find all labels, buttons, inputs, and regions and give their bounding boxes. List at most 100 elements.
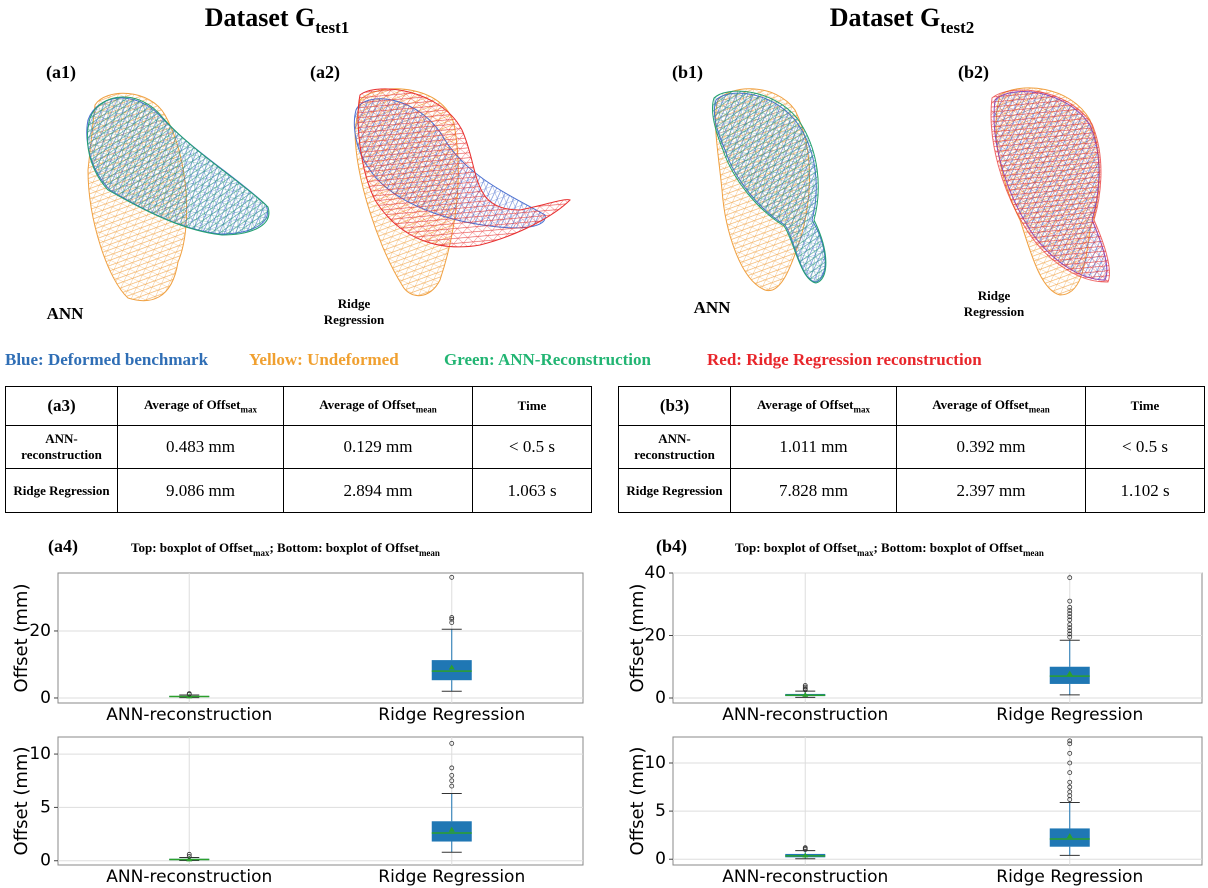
y-tick-label: 20 — [644, 626, 666, 646]
mesh-reconstruction — [990, 89, 1110, 283]
row-name: Ridge Regression — [5, 468, 118, 513]
y-tick-label: 0 — [655, 688, 666, 708]
box — [431, 660, 472, 681]
table-cell: 2.894 mm — [283, 468, 473, 513]
header-sub: max — [240, 404, 258, 415]
table-cell: 2.397 mm — [896, 468, 1086, 513]
table-row: Ridge Regression 9.086 mm 2.894 mm 1.063 s — [5, 468, 592, 513]
x-tick-label: Ridge Regression — [378, 867, 525, 887]
header-text: Time — [1130, 398, 1160, 413]
outlier — [449, 783, 455, 789]
table-corner: (b3) — [618, 386, 731, 426]
row-name: ANN-reconstruction — [5, 425, 118, 469]
header-text: Average of Offset — [144, 397, 241, 413]
caption-sub: mean — [1023, 548, 1044, 558]
outlier — [449, 574, 455, 580]
row-name: Ridge Regression — [618, 468, 731, 513]
results-table: (b3) Average of Offsetmax Average of Offse… — [618, 386, 1205, 513]
outlier — [449, 620, 455, 625]
row-name: ANN-reconstruction — [618, 425, 731, 469]
outlier — [1067, 617, 1073, 623]
header-cell: Time — [1085, 386, 1205, 426]
outlier — [449, 741, 455, 746]
outlier — [802, 845, 808, 851]
outlier — [1067, 750, 1073, 756]
table-cell: < 0.5 s — [472, 425, 592, 469]
outlier — [1067, 614, 1073, 620]
outlier — [449, 773, 455, 778]
y-axis-label: Offset (mm) — [627, 584, 648, 693]
caption-text: ; Bottom: boxplot of Offset — [873, 540, 1023, 555]
mesh-a1 — [86, 92, 270, 302]
mesh-reconstruction — [357, 88, 571, 248]
header-cell: Time — [472, 386, 592, 426]
y-tick-label: 0 — [40, 688, 51, 708]
results-table: (a3) Average of Offsetmax Average of Offse… — [5, 386, 592, 513]
x-tick-label: ANN-reconstruction — [106, 867, 272, 887]
plot-frame — [672, 736, 1203, 866]
method-label: ANN — [46, 304, 84, 323]
y-tick-label: 5 — [40, 797, 51, 817]
outlier — [1067, 634, 1073, 640]
table-cell: < 0.5 s — [1085, 425, 1205, 469]
outlier — [1067, 598, 1073, 604]
y-tick-label: 20 — [29, 621, 51, 641]
caption-text: Top: boxplot of Offset — [735, 540, 858, 555]
outlier — [1067, 779, 1073, 785]
title-main: Dataset G — [205, 3, 315, 32]
outlier — [1067, 770, 1073, 776]
header-text: Average of Offset — [319, 397, 416, 413]
y-tick-label: 0 — [655, 849, 666, 869]
table-row: ANN-reconstruction 0.483 mm 0.129 mm < 0.5 … — [5, 425, 592, 469]
mean-marker — [448, 826, 455, 832]
table-cell: 0.392 mm — [896, 425, 1086, 469]
table-cell: 1.102 s — [1085, 468, 1205, 513]
outlier — [449, 778, 455, 784]
outlier — [1067, 575, 1073, 581]
outlier — [186, 691, 192, 697]
mesh-reconstruction — [711, 90, 827, 284]
outlier — [1067, 625, 1073, 631]
y-tick-label: 10 — [644, 753, 666, 773]
caption-text: ; Bottom: boxplot of Offset — [269, 540, 419, 555]
mesh-b2 — [990, 87, 1110, 296]
panel-label: (a4) — [48, 536, 78, 557]
outlier — [449, 615, 455, 620]
y-axis-label: Offset (mm) — [627, 747, 648, 856]
y-axis-label: Offset (mm) — [11, 584, 32, 693]
outlier — [1067, 628, 1073, 634]
header-text: Average of Offset — [932, 397, 1029, 413]
panel-label: (b4) — [656, 536, 687, 557]
table-cell: 0.129 mm — [283, 425, 473, 469]
boxplot-caption: Top: boxplot of Offsetmax; Bottom: boxpl… — [131, 540, 440, 558]
x-tick-label: ANN-reconstruction — [722, 705, 888, 725]
table-row: Ridge Regression 7.828 mm 2.397 mm 1.102 s — [618, 468, 1205, 513]
outlier — [449, 765, 455, 771]
outlier — [1067, 608, 1073, 613]
y-tick-label: 5 — [655, 801, 666, 821]
outlier — [1067, 611, 1073, 617]
panel-label: (b1) — [672, 62, 703, 83]
outlier — [1067, 604, 1073, 610]
header-sub: max — [853, 404, 871, 415]
panel-label: (a1) — [46, 62, 76, 83]
outlier — [186, 851, 192, 857]
panel-label: (a2) — [310, 62, 340, 83]
mesh-b1 — [711, 88, 827, 292]
x-tick-label: Ridge Regression — [996, 705, 1143, 725]
caption-sub: mean — [419, 548, 440, 558]
x-tick-label: ANN-reconstruction — [106, 705, 272, 725]
table-cell: 0.483 mm — [117, 425, 284, 469]
method-label: Ridge Regression — [963, 288, 1025, 319]
boxplot-caption: Top: boxplot of Offsetmax; Bottom: boxpl… — [735, 540, 1044, 558]
table-header: (b3) Average of Offsetmax Average of Offse… — [618, 386, 1205, 426]
y-tick-label: 0 — [40, 851, 51, 871]
legend-entry: Green: ANN-Reconstruction — [444, 350, 652, 369]
legend-entry: Blue: Deformed benchmark — [5, 350, 209, 369]
y-tick-label: 10 — [29, 744, 51, 764]
legend-entry: Yellow: Undeformed — [249, 350, 399, 369]
mean-marker — [448, 664, 455, 670]
x-tick-label: ANN-reconstruction — [722, 867, 888, 887]
table-cell: 7.828 mm — [730, 468, 897, 513]
mean-marker — [802, 852, 809, 858]
